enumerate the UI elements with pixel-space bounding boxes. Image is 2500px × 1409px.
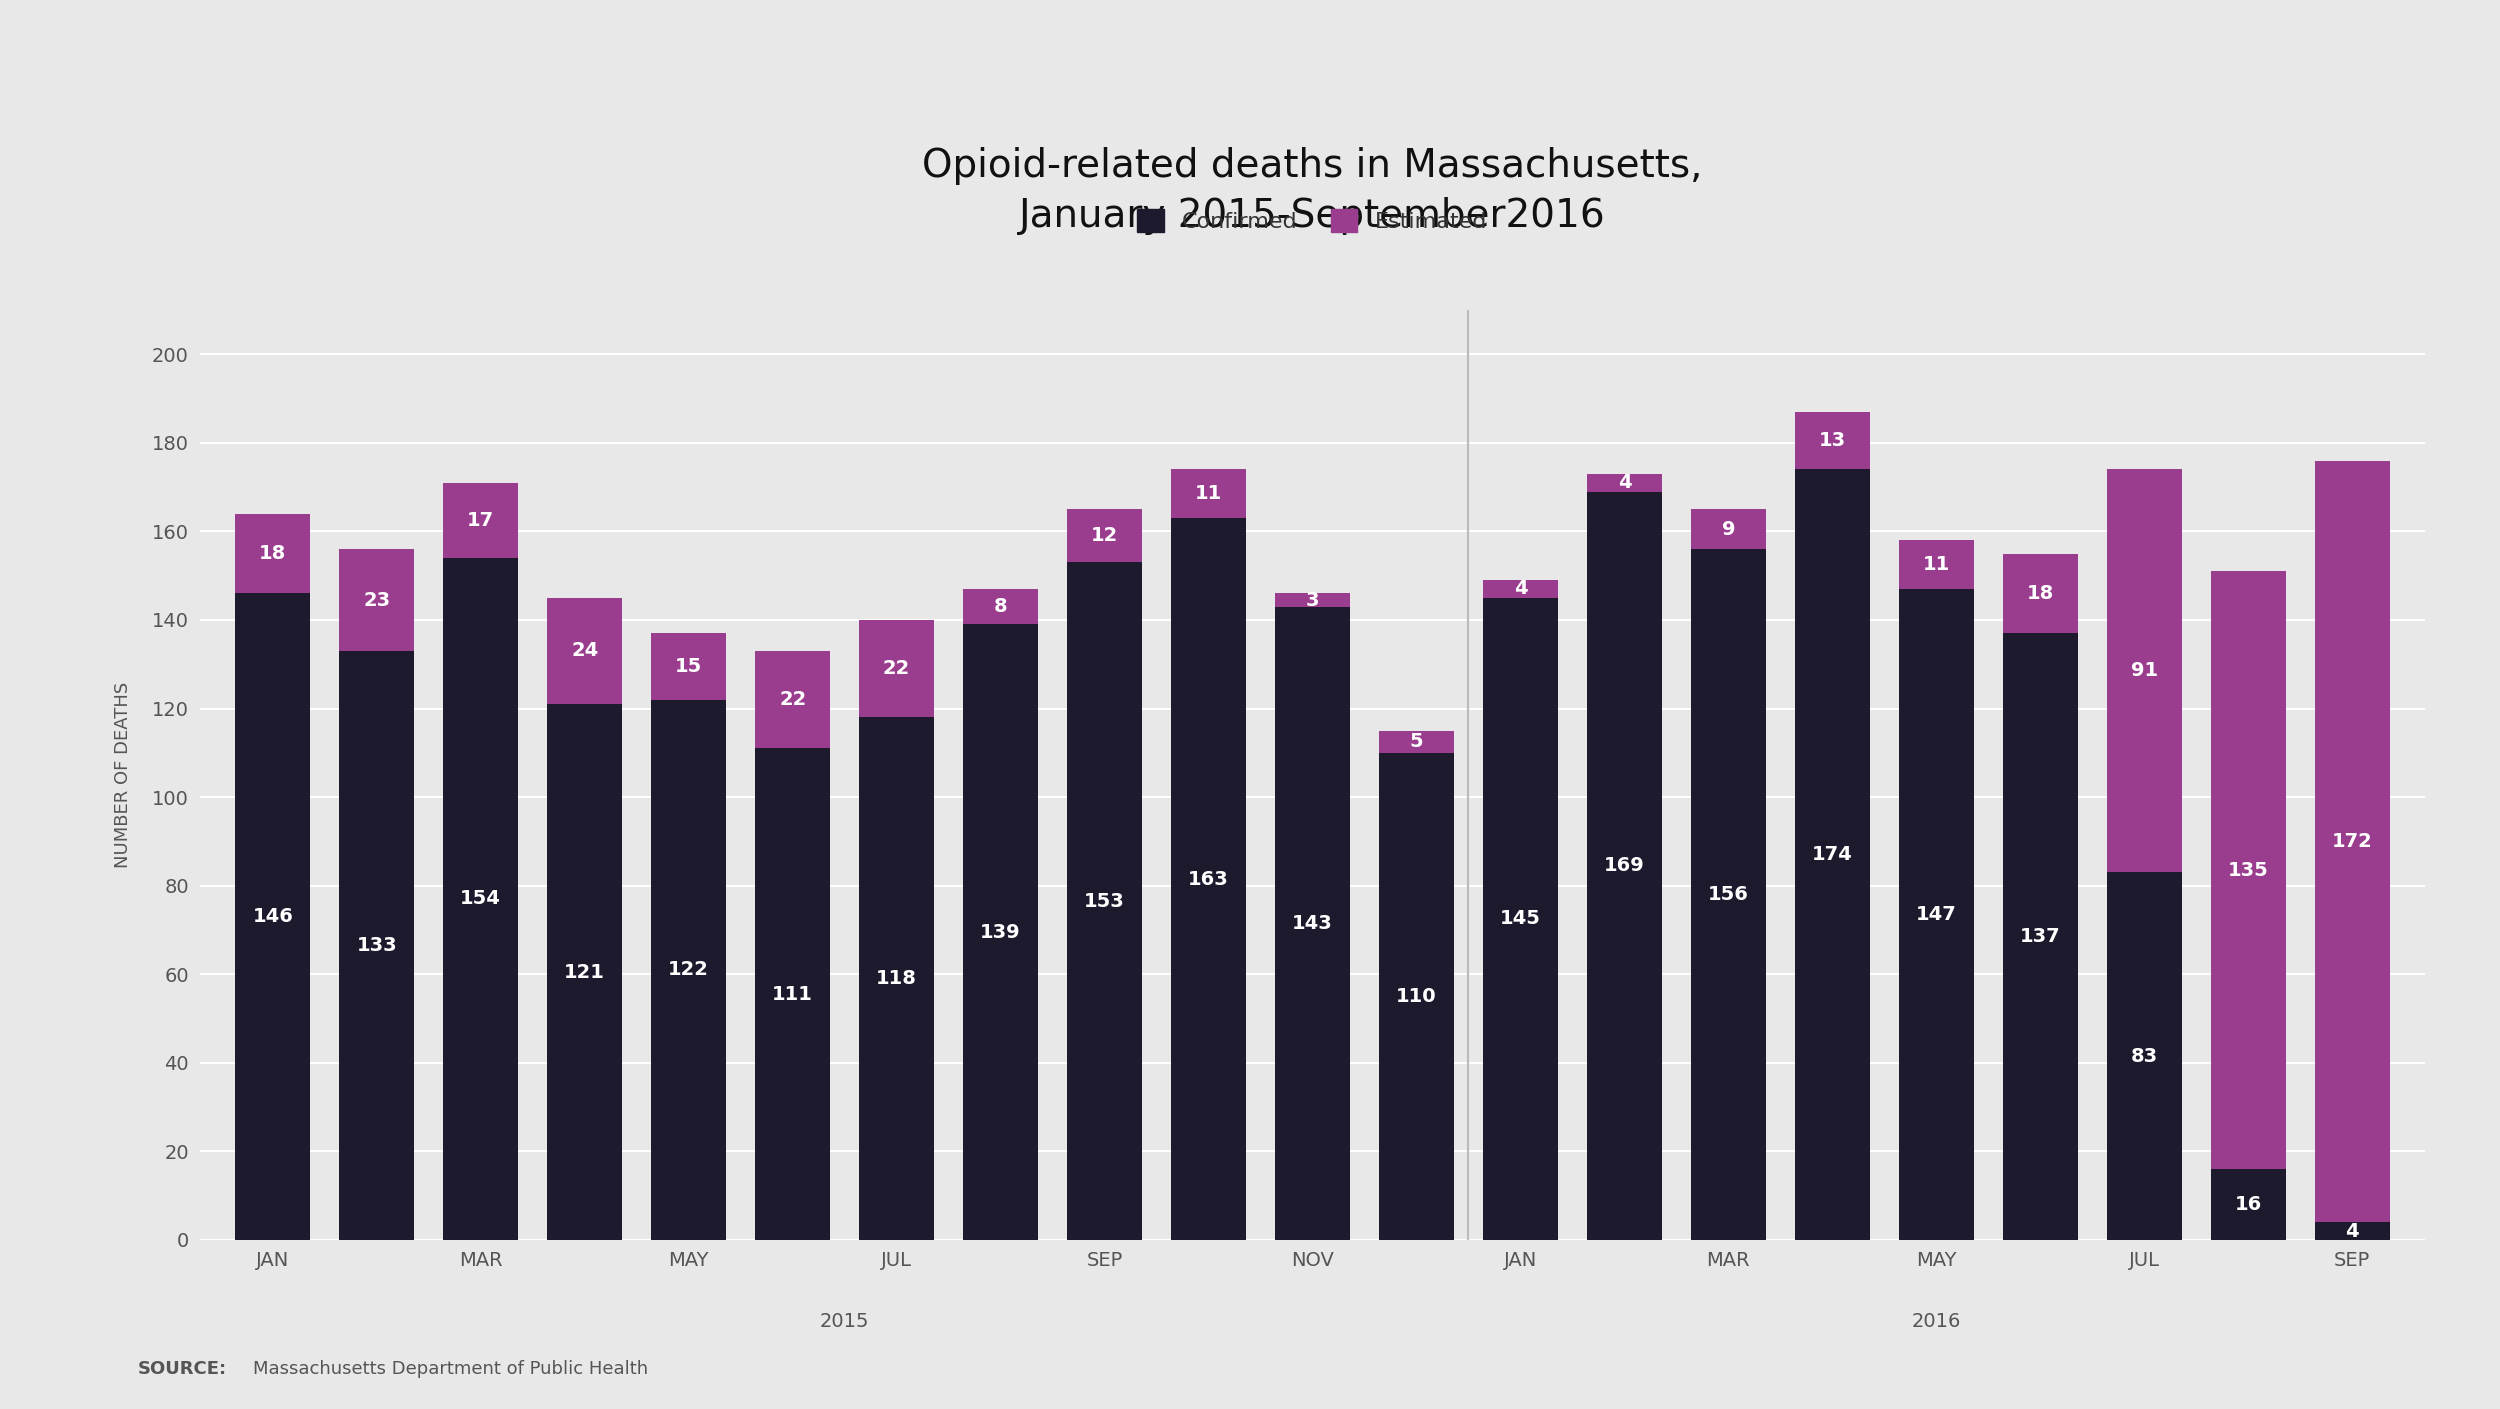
Text: 8: 8 xyxy=(995,597,1008,616)
Bar xyxy=(860,717,935,1240)
Bar xyxy=(2108,872,2182,1240)
Text: 24: 24 xyxy=(570,641,598,661)
Bar xyxy=(650,700,725,1240)
Bar xyxy=(1482,597,1558,1240)
Bar xyxy=(962,589,1038,624)
Text: 15: 15 xyxy=(675,657,702,676)
Text: 5: 5 xyxy=(1410,733,1422,751)
Bar xyxy=(650,633,725,700)
Text: 146: 146 xyxy=(253,907,292,926)
Text: 2015: 2015 xyxy=(820,1312,870,1332)
Text: 145: 145 xyxy=(1500,909,1540,929)
Text: 4: 4 xyxy=(1618,473,1630,492)
Text: 110: 110 xyxy=(1395,986,1438,1006)
Bar xyxy=(548,704,622,1240)
Bar xyxy=(755,748,830,1240)
Bar xyxy=(1380,731,1455,752)
Text: 11: 11 xyxy=(1195,485,1222,503)
Text: 4: 4 xyxy=(1512,579,1528,599)
Bar xyxy=(1900,589,1975,1240)
Bar xyxy=(2002,554,2078,633)
Text: 121: 121 xyxy=(565,962,605,982)
Text: 139: 139 xyxy=(980,923,1020,941)
Bar xyxy=(548,597,622,704)
Text: 156: 156 xyxy=(1708,885,1750,905)
Text: 11: 11 xyxy=(1922,555,1950,573)
Text: 18: 18 xyxy=(2028,583,2055,603)
Text: 12: 12 xyxy=(1090,527,1118,545)
Text: 4: 4 xyxy=(2345,1222,2360,1240)
Legend: Confirmed, Estimated: Confirmed, Estimated xyxy=(1128,200,1498,241)
Text: 172: 172 xyxy=(2332,831,2372,851)
Bar xyxy=(235,514,310,593)
Text: 111: 111 xyxy=(772,985,812,1003)
Bar xyxy=(2108,469,2182,872)
Text: Massachusetts Department of Public Health: Massachusetts Department of Public Healt… xyxy=(253,1360,648,1378)
Bar xyxy=(1068,562,1142,1240)
Bar xyxy=(1068,509,1142,562)
Text: 174: 174 xyxy=(1812,845,1852,864)
Bar xyxy=(2210,571,2285,1169)
Bar xyxy=(340,651,415,1240)
Y-axis label: NUMBER OF DEATHS: NUMBER OF DEATHS xyxy=(115,682,132,868)
Bar xyxy=(1588,473,1662,492)
Text: 17: 17 xyxy=(468,511,495,530)
Bar xyxy=(1170,469,1245,519)
Bar xyxy=(1275,593,1350,607)
Bar xyxy=(1690,509,1765,550)
Bar xyxy=(1588,492,1662,1240)
Bar xyxy=(1690,550,1765,1240)
Text: 122: 122 xyxy=(668,961,710,979)
Bar xyxy=(1482,581,1558,597)
Text: 23: 23 xyxy=(362,590,390,610)
Bar xyxy=(962,624,1038,1240)
Bar xyxy=(1795,469,1870,1240)
Bar xyxy=(1900,540,1975,589)
Text: 2016: 2016 xyxy=(1912,1312,1960,1332)
Text: 153: 153 xyxy=(1085,892,1125,910)
Text: 143: 143 xyxy=(1292,914,1332,933)
Text: 83: 83 xyxy=(2130,1047,2158,1065)
Text: 22: 22 xyxy=(882,659,910,678)
Text: 16: 16 xyxy=(2235,1195,2262,1215)
Text: 137: 137 xyxy=(2020,927,2060,945)
Bar xyxy=(442,558,518,1240)
Text: 169: 169 xyxy=(1605,857,1645,875)
Bar xyxy=(1170,519,1245,1240)
Bar xyxy=(1275,607,1350,1240)
Text: 91: 91 xyxy=(2130,661,2158,681)
Text: 22: 22 xyxy=(780,690,808,709)
Text: 18: 18 xyxy=(260,544,288,564)
Bar xyxy=(755,651,830,748)
Text: 3: 3 xyxy=(1305,590,1320,610)
Bar xyxy=(2315,461,2390,1222)
Text: SOURCE:: SOURCE: xyxy=(138,1360,228,1378)
Bar xyxy=(2002,633,2078,1240)
Bar xyxy=(860,620,935,717)
Text: 133: 133 xyxy=(357,936,398,955)
Bar xyxy=(2315,1222,2390,1240)
Bar xyxy=(340,550,415,651)
Text: 135: 135 xyxy=(2228,861,2268,879)
Text: 154: 154 xyxy=(460,889,500,909)
Text: 9: 9 xyxy=(1722,520,1735,538)
Bar xyxy=(1795,411,1870,469)
Bar xyxy=(442,483,518,558)
Text: 147: 147 xyxy=(1915,905,1958,924)
Text: 163: 163 xyxy=(1188,869,1230,889)
Bar xyxy=(1380,752,1455,1240)
Bar xyxy=(235,593,310,1240)
Bar xyxy=(2210,1169,2285,1240)
Title: Opioid-related deaths in Massachusetts,
January 2015-September2016: Opioid-related deaths in Massachusetts, … xyxy=(922,147,1702,235)
Text: 13: 13 xyxy=(1820,431,1845,449)
Text: 118: 118 xyxy=(875,969,918,988)
